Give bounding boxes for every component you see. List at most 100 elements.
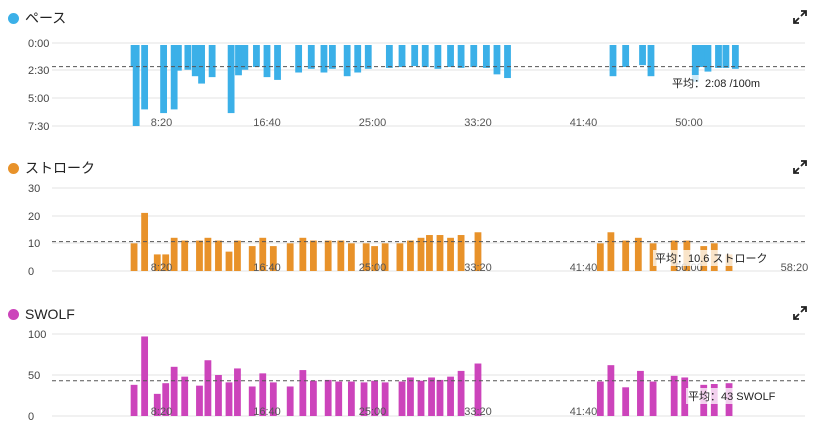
pace-bar [170,45,178,110]
pace-bar [227,45,235,114]
pace-bar [364,45,372,69]
stroke-bar [196,240,203,271]
pace-bar [447,45,454,67]
pace-bar [722,45,730,68]
swolf-bar [596,381,604,416]
pace-bar [235,45,242,76]
pace-bar [731,45,739,69]
pace-bar [470,45,478,67]
stroke-bar [447,237,454,271]
stroke-legend-dot [8,162,19,174]
stroke-bar [371,246,378,271]
pace-panel: ペース [0,8,819,138]
pace-bar [191,45,199,77]
pace-bar [241,45,249,70]
swolf-bar [269,382,277,416]
pace-bar [198,45,205,84]
swolf-bar [225,382,233,416]
swolf-bar [622,387,630,416]
swolf-x-tick-label: 25:00 [359,406,387,418]
pace-legend-dot [8,12,19,24]
stroke-bar [381,243,389,271]
stroke-bar [324,240,332,271]
swolf-bar [162,383,170,416]
swolf-bar [248,386,256,416]
pace-bar [457,45,465,68]
swolf-bar [324,379,332,416]
stroke-bar [153,254,161,271]
pace-bar [715,45,722,68]
swolf-x-tick-label: 41:40 [570,406,598,418]
stroke-bar [181,240,189,271]
swolf-bar [130,384,138,416]
pace-bar [691,45,699,82]
pace-y-tick-label: 2:30 [28,65,49,77]
stroke-y-tick-label: 0 [28,266,34,278]
stroke-x-tick-label: 16:40 [253,262,281,274]
pace-bar [647,45,655,77]
stroke-bar [269,246,277,271]
pace-bar [253,45,260,67]
swolf-bar [360,382,368,416]
swolf-bar [417,380,425,416]
swolf-bar [310,380,317,416]
stroke-y-tick-label: 20 [28,211,40,223]
swolf-bar [153,393,161,416]
stroke-bar [362,243,370,271]
pace-bar [421,45,429,67]
stroke-expand-icon[interactable] [793,160,807,174]
swolf-bar [196,385,203,416]
pace-x-tick-label: 41:40 [570,117,598,129]
stroke-bar [634,237,642,271]
pace-x-tick-label: 16:40 [253,117,281,129]
pace-x-tick-label: 8:20 [151,117,172,129]
pace-bar [609,45,617,77]
swolf-x-tick-label: 8:20 [151,406,172,418]
swolf-average-label-bg [686,388,778,404]
swolf-bar [381,382,389,416]
stroke-y-tick-label: 30 [28,183,40,195]
stroke-x-tick-label: 41:40 [570,262,598,274]
pace-x-tick-label: 25:00 [359,117,387,129]
stroke-bar [622,240,630,271]
pace-bar [274,45,281,80]
pace-x-tick-label: 50:00 [675,117,703,129]
pace-bar [639,45,646,66]
swolf-bar [347,381,355,416]
stroke-panel: ストローク [0,158,819,288]
stroke-title-group: ストローク [8,158,95,178]
pace-bar [184,45,192,70]
stroke-bar [417,237,425,271]
stroke-bar [215,240,222,271]
swolf-expand-icon[interactable] [793,306,807,320]
swolf-bar [141,336,149,416]
pace-bar [704,45,712,72]
stroke-x-tick-label: 33:20 [464,262,492,274]
stroke-bar [426,235,433,271]
pace-bar [434,45,442,69]
stroke-bar [130,243,138,271]
pace-title: ペース [25,10,67,26]
pace-bar [132,45,140,126]
pace-bar [263,45,271,78]
pace-bar [174,45,182,71]
stroke-bar [396,243,404,271]
stroke-x-tick-label: 8:20 [151,262,172,274]
stroke-bar [474,232,482,271]
pace-expand-icon[interactable] [793,10,807,24]
pace-bar [504,45,511,79]
stroke-bar [337,240,345,271]
pace-bar [411,45,419,67]
swolf-bar [371,380,378,416]
stroke-bar [407,240,414,271]
swolf-bar [204,360,212,416]
pace-average-label-bg [670,75,763,91]
stroke-bar [596,243,604,271]
pace-bar [622,45,630,67]
pace-bar [307,45,315,69]
stroke-bar [436,235,444,271]
stroke-bar [310,240,317,271]
